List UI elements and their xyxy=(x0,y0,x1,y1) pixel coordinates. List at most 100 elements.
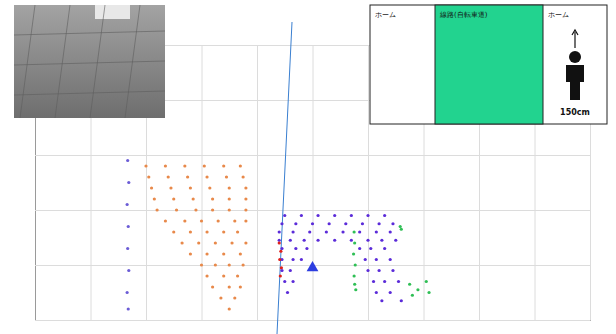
point xyxy=(126,203,129,206)
point xyxy=(244,208,247,211)
point xyxy=(233,296,236,299)
photo-line xyxy=(90,5,105,118)
point xyxy=(289,239,292,242)
point xyxy=(144,164,147,167)
diagram-frame xyxy=(370,5,607,124)
point xyxy=(300,258,303,261)
point xyxy=(278,230,281,233)
point xyxy=(214,241,217,244)
point xyxy=(389,230,392,233)
point xyxy=(147,175,150,178)
point xyxy=(205,175,208,178)
point xyxy=(278,239,281,242)
point xyxy=(200,219,203,222)
point xyxy=(189,230,192,233)
point xyxy=(205,230,208,233)
point xyxy=(372,280,375,283)
point xyxy=(353,241,356,244)
point xyxy=(375,258,378,261)
point xyxy=(294,222,297,225)
point xyxy=(366,239,369,242)
point xyxy=(353,274,356,277)
point xyxy=(228,263,231,266)
grid-line xyxy=(202,45,203,320)
point xyxy=(203,164,206,167)
point xyxy=(194,208,197,211)
point xyxy=(156,208,159,211)
point xyxy=(425,280,428,283)
point xyxy=(389,291,392,294)
point xyxy=(164,219,167,222)
point xyxy=(333,239,336,242)
point xyxy=(172,230,175,233)
point xyxy=(375,230,378,233)
point xyxy=(289,269,292,272)
arrow-head xyxy=(572,30,578,35)
photo xyxy=(14,5,165,118)
tick xyxy=(35,155,590,156)
view-axis xyxy=(277,22,292,334)
point xyxy=(239,164,242,167)
point xyxy=(169,186,172,189)
point xyxy=(244,197,247,200)
series xyxy=(278,241,283,277)
point xyxy=(286,291,289,294)
point xyxy=(354,288,357,291)
point xyxy=(127,181,130,184)
point xyxy=(189,186,192,189)
point xyxy=(280,266,283,269)
point xyxy=(183,164,186,167)
point xyxy=(127,225,130,228)
point xyxy=(211,285,214,288)
photo-line xyxy=(20,5,35,118)
point xyxy=(126,247,129,250)
point xyxy=(416,288,419,291)
point xyxy=(307,261,319,271)
point xyxy=(383,280,386,283)
point xyxy=(378,269,381,272)
point xyxy=(325,230,328,233)
point xyxy=(164,164,167,167)
point xyxy=(228,208,231,211)
point xyxy=(308,230,311,233)
point xyxy=(192,197,195,200)
point xyxy=(400,299,403,302)
point xyxy=(126,291,129,294)
point xyxy=(236,274,239,277)
height-label: 150cm xyxy=(560,108,590,117)
point xyxy=(316,239,319,242)
point xyxy=(230,241,233,244)
point xyxy=(350,214,353,217)
points xyxy=(126,159,431,311)
point xyxy=(242,263,245,266)
point xyxy=(294,247,297,250)
grid-line xyxy=(313,45,314,320)
point xyxy=(127,269,130,272)
point xyxy=(361,222,364,225)
column-label: ホーム xyxy=(375,11,396,19)
point xyxy=(244,219,247,222)
point xyxy=(350,239,353,242)
series xyxy=(278,214,403,302)
point xyxy=(225,175,228,178)
point xyxy=(399,225,402,228)
arrow xyxy=(574,32,575,48)
point xyxy=(186,175,189,178)
point xyxy=(214,263,217,266)
point xyxy=(244,241,247,244)
point xyxy=(353,283,356,286)
point xyxy=(200,263,203,266)
tick xyxy=(257,45,258,320)
series xyxy=(307,261,319,271)
photo-line xyxy=(14,31,165,35)
point xyxy=(278,241,281,244)
point xyxy=(211,197,214,200)
grid-line xyxy=(368,45,369,320)
point xyxy=(228,197,231,200)
point xyxy=(239,252,242,255)
point xyxy=(366,269,369,272)
point xyxy=(167,175,170,178)
point xyxy=(389,258,392,261)
point xyxy=(280,269,283,272)
point xyxy=(283,214,286,217)
